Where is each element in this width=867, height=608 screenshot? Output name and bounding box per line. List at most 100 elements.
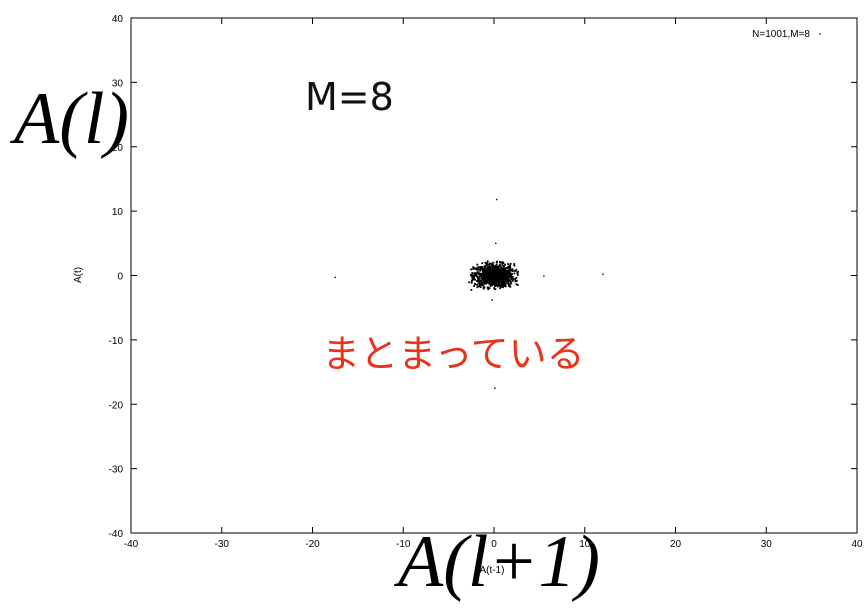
data-point xyxy=(486,260,489,263)
data-point xyxy=(494,285,497,287)
data-point xyxy=(494,270,497,272)
data-point xyxy=(474,282,476,285)
data-point xyxy=(484,268,486,271)
data-point xyxy=(477,282,480,285)
data-point xyxy=(514,278,517,280)
data-point xyxy=(491,269,494,272)
data-point xyxy=(483,281,486,284)
data-point xyxy=(474,278,477,281)
data-point xyxy=(500,284,503,287)
data-point xyxy=(488,263,491,266)
data-point xyxy=(496,284,499,287)
data-point-outlier xyxy=(491,299,493,301)
data-point-outlier xyxy=(494,387,496,389)
data-point xyxy=(510,277,513,279)
data-point xyxy=(508,265,511,268)
data-point xyxy=(486,286,489,289)
data-point xyxy=(482,276,485,279)
data-point xyxy=(514,270,517,272)
data-point xyxy=(506,275,509,278)
data-point xyxy=(509,283,512,286)
data-point xyxy=(492,263,494,266)
data-point xyxy=(482,272,484,275)
data-point xyxy=(495,270,498,273)
data-point xyxy=(499,271,502,274)
data-point xyxy=(491,266,494,269)
data-point xyxy=(493,277,496,280)
data-point xyxy=(477,285,480,288)
data-point xyxy=(502,286,504,289)
data-point xyxy=(477,271,479,274)
data-point xyxy=(503,275,505,278)
data-point xyxy=(507,263,509,265)
data-point xyxy=(509,264,511,267)
x-tick-label: -20 xyxy=(305,539,320,550)
data-point xyxy=(488,277,490,280)
data-point xyxy=(470,281,473,284)
data-point xyxy=(496,279,499,282)
data-point xyxy=(498,272,501,275)
data-point xyxy=(511,268,514,271)
data-point xyxy=(501,276,504,279)
data-point xyxy=(516,284,519,286)
data-point xyxy=(509,262,512,265)
data-point xyxy=(502,277,505,279)
data-point xyxy=(503,265,505,267)
data-point xyxy=(510,278,513,281)
data-point xyxy=(491,271,494,274)
data-point xyxy=(509,269,512,272)
data-point xyxy=(500,281,502,284)
data-point xyxy=(502,262,505,264)
data-point xyxy=(516,272,519,275)
data-point xyxy=(515,279,518,282)
data-point xyxy=(473,276,475,279)
data-point xyxy=(490,279,493,281)
data-point xyxy=(492,261,495,264)
data-point xyxy=(476,263,479,266)
data-point xyxy=(486,266,489,268)
data-point xyxy=(471,278,474,280)
data-point xyxy=(481,277,484,280)
axis-ticks: -40 -30 -20 -10 0 10 20 30 40 -40 -30 -20 -10 0 10 20 30… xyxy=(109,14,863,550)
data-point xyxy=(485,264,487,267)
data-point xyxy=(473,272,476,275)
m-annotation: M=8 xyxy=(305,75,394,119)
data-point xyxy=(501,264,504,267)
data-point xyxy=(478,279,481,282)
data-point xyxy=(492,280,494,283)
data-point xyxy=(485,274,488,277)
data-point xyxy=(484,261,487,264)
data-point-outlier xyxy=(602,273,604,276)
data-point xyxy=(474,267,476,270)
data-point xyxy=(504,267,507,270)
data-point xyxy=(481,273,484,276)
data-point xyxy=(509,272,511,275)
data-point xyxy=(476,286,479,289)
data-point xyxy=(507,270,510,273)
data-point xyxy=(495,275,498,278)
data-point xyxy=(483,282,486,285)
data-point xyxy=(498,285,501,287)
data-point xyxy=(475,272,477,275)
data-point xyxy=(480,275,483,278)
data-point xyxy=(510,269,513,272)
data-point xyxy=(494,265,497,268)
x-tick-label: 0 xyxy=(491,539,497,550)
data-point xyxy=(479,282,482,285)
data-point xyxy=(490,270,493,272)
data-point xyxy=(488,287,491,290)
data-point xyxy=(486,281,489,284)
data-point xyxy=(468,281,471,284)
data-point xyxy=(482,268,485,271)
data-point xyxy=(500,266,503,269)
data-point xyxy=(493,281,496,283)
data-point xyxy=(496,280,499,283)
data-point xyxy=(491,277,494,280)
data-point xyxy=(494,288,497,290)
data-point xyxy=(482,287,485,290)
data-point xyxy=(486,268,489,271)
data-point xyxy=(503,268,506,271)
data-point xyxy=(475,275,478,278)
legend-label: N=1001,M=8 xyxy=(752,29,810,40)
data-point xyxy=(481,283,483,286)
